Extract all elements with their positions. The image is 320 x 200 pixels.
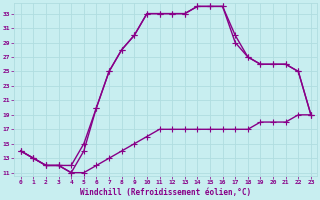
X-axis label: Windchill (Refroidissement éolien,°C): Windchill (Refroidissement éolien,°C) — [80, 188, 252, 197]
